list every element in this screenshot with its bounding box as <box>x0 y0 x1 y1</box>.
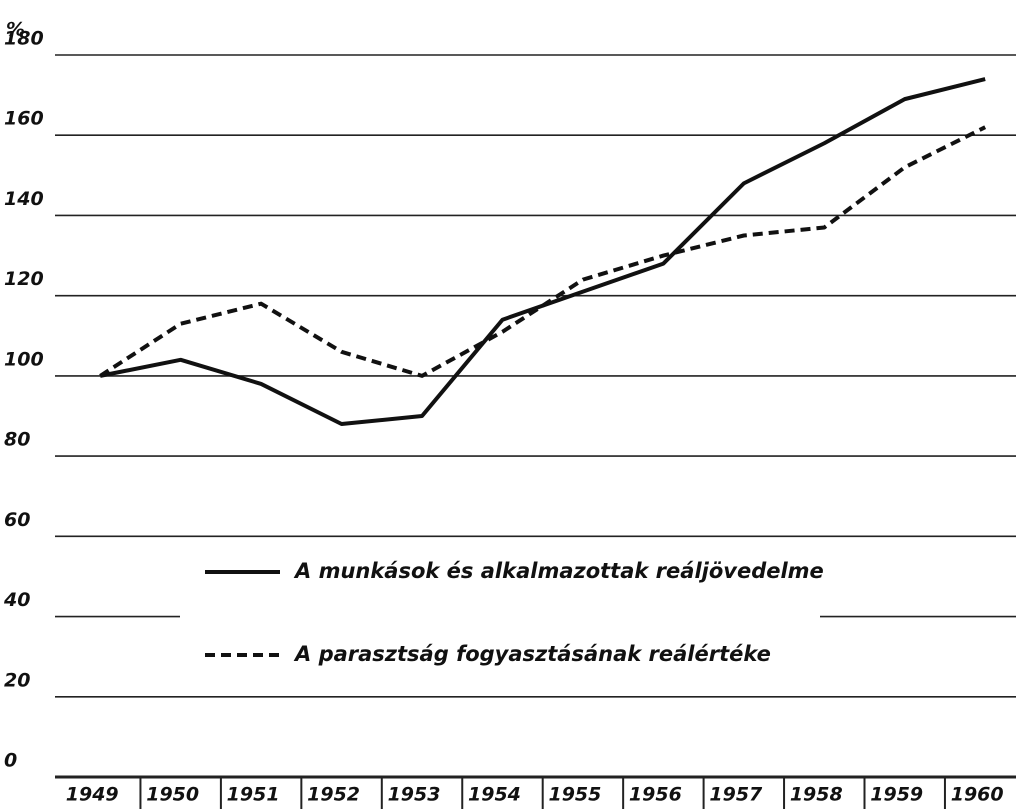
y-tick-label: 40 <box>3 589 30 611</box>
y-tick-label: 120 <box>4 268 44 290</box>
series-line <box>99 77 986 427</box>
y-tick-label: 20 <box>4 669 30 691</box>
y-tick-label: 80 <box>4 429 30 451</box>
x-tick-label: 1959 <box>870 784 923 806</box>
y-axis-label: % <box>6 19 25 41</box>
legend-label: A parasztság fogyasztásának reálértéke <box>293 642 771 666</box>
x-tick-label: 1955 <box>548 784 601 806</box>
x-tick-label: 1956 <box>629 784 682 806</box>
x-tick-label: 1958 <box>790 784 843 806</box>
x-tick-label: 1953 <box>388 784 441 806</box>
y-tick-label: 180 <box>4 28 44 50</box>
y-tick-label: 0 <box>4 750 17 772</box>
x-tick-label: 1952 <box>307 784 360 806</box>
x-tick-label: 1949 <box>66 784 119 806</box>
x-tick-label: 1951 <box>227 784 280 806</box>
y-tick-label: 60 <box>4 509 30 531</box>
x-tick-label: 1954 <box>468 784 521 806</box>
x-tick-label: 1960 <box>951 784 1004 806</box>
x-tick-label: 1957 <box>709 784 763 806</box>
x-tick-label: 1950 <box>146 784 199 806</box>
legend-background <box>180 555 820 680</box>
y-tick-label: 160 <box>4 108 44 130</box>
legend-label: A munkások és alkalmazottak reáljövedelm… <box>293 559 824 583</box>
series-line <box>99 125 987 378</box>
y-tick-label: 100 <box>4 348 44 370</box>
y-tick-label: 140 <box>4 188 44 210</box>
